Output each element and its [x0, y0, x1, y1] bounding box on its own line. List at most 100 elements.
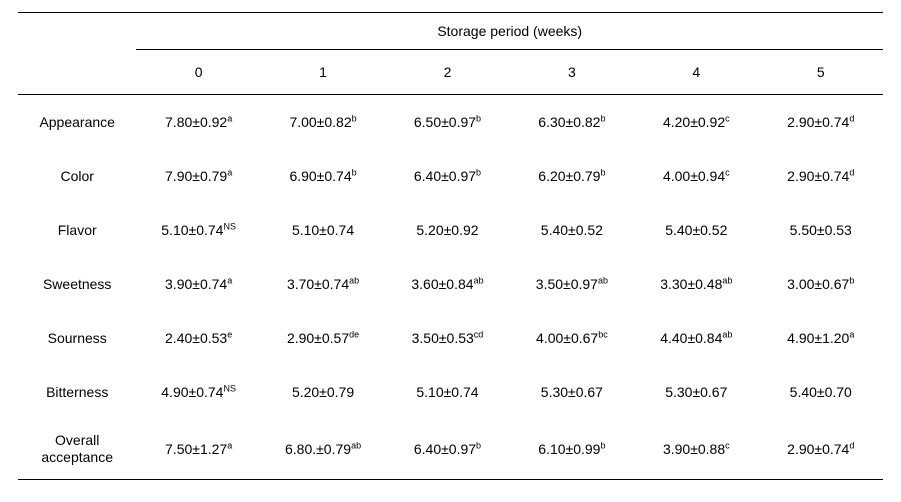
row-label: Sweetness — [18, 257, 136, 311]
table-row: Color7.90±0.79a6.90±0.74b6.40±0.97b6.20±… — [18, 149, 883, 203]
data-cell: 3.60±0.84ab — [385, 257, 509, 311]
data-cell: 4.40±0.84ab — [634, 311, 758, 365]
data-cell: 6.40±0.97b — [385, 419, 509, 480]
cell-value: 3.90±0.88 — [663, 441, 725, 457]
cell-superscript: bc — [598, 329, 608, 339]
cell-value: 4.00±0.67 — [536, 330, 598, 346]
data-cell: 5.20±0.79 — [261, 365, 385, 419]
corner-blank — [18, 13, 136, 50]
cell-value: 5.30±0.67 — [541, 384, 603, 400]
data-cell: 6.90±0.74b — [261, 149, 385, 203]
cell-superscript: e — [227, 329, 232, 339]
data-cell: 5.10±0.74 — [261, 203, 385, 257]
cell-superscript: a — [227, 113, 232, 123]
cell-value: 5.30±0.67 — [665, 384, 727, 400]
cell-value: 4.20±0.92 — [663, 114, 725, 130]
rowlabel-header-blank — [18, 50, 136, 95]
data-cell: 5.30±0.67 — [510, 365, 634, 419]
column-header-row: 0 1 2 3 4 5 — [18, 50, 883, 95]
row-label: Color — [18, 149, 136, 203]
cell-value: 5.20±0.79 — [292, 384, 354, 400]
data-cell: 3.70±0.74ab — [261, 257, 385, 311]
cell-superscript: c — [725, 113, 730, 123]
cell-superscript: de — [349, 329, 359, 339]
cell-superscript: d — [849, 440, 854, 450]
cell-superscript: ab — [351, 440, 361, 450]
data-cell: 5.40±0.52 — [634, 203, 758, 257]
table-row: Overall acceptance7.50±1.27a6.80.±0.79ab… — [18, 419, 883, 480]
data-cell: 3.50±0.53cd — [385, 311, 509, 365]
data-cell: 4.00±0.94c — [634, 149, 758, 203]
table-row: Bitterness4.90±0.74NS5.20±0.795.10±0.745… — [18, 365, 883, 419]
cell-superscript: b — [849, 275, 854, 285]
cell-value: 3.90±0.74 — [165, 276, 227, 292]
cell-value: 5.10±0.74 — [416, 384, 478, 400]
cell-value: 6.40±0.97 — [414, 168, 476, 184]
data-cell: 6.50±0.97b — [385, 95, 509, 150]
cell-superscript: ab — [722, 275, 732, 285]
col-header: 2 — [385, 50, 509, 95]
col-header: 3 — [510, 50, 634, 95]
table-row: Sweetness3.90±0.74a3.70±0.74ab3.60±0.84a… — [18, 257, 883, 311]
data-cell: 5.40±0.52 — [510, 203, 634, 257]
cell-value: 5.10±0.74 — [292, 222, 354, 238]
row-label: Flavor — [18, 203, 136, 257]
cell-value: 2.90±0.57 — [287, 330, 349, 346]
sensory-table: Storage period (weeks) 0 1 2 3 4 5 Appea… — [18, 12, 883, 480]
data-cell: 5.30±0.67 — [634, 365, 758, 419]
table-body: Appearance7.80±0.92a7.00±0.82b6.50±0.97b… — [18, 95, 883, 480]
data-cell: 3.00±0.67b — [759, 257, 883, 311]
cell-value: 5.20±0.92 — [416, 222, 478, 238]
data-cell: 6.10±0.99b — [510, 419, 634, 480]
cell-value: 7.50±1.27 — [165, 441, 227, 457]
data-cell: 2.90±0.57de — [261, 311, 385, 365]
data-cell: 6.20±0.79b — [510, 149, 634, 203]
cell-value: 2.90±0.74 — [787, 168, 849, 184]
cell-value: 5.40±0.70 — [790, 384, 852, 400]
cell-superscript: ab — [349, 275, 359, 285]
data-cell: 2.90±0.74d — [759, 149, 883, 203]
cell-value: 5.10±0.74 — [161, 222, 223, 238]
cell-value: 3.50±0.97 — [536, 276, 598, 292]
col-header: 5 — [759, 50, 883, 95]
cell-superscript: a — [227, 167, 232, 177]
cell-superscript: b — [600, 440, 605, 450]
cell-value: 5.40±0.52 — [665, 222, 727, 238]
data-cell: 6.30±0.82b — [510, 95, 634, 150]
table-row: Flavor5.10±0.74NS5.10±0.745.20±0.925.40±… — [18, 203, 883, 257]
data-cell: 2.90±0.74d — [759, 419, 883, 480]
table-row: Appearance7.80±0.92a7.00±0.82b6.50±0.97b… — [18, 95, 883, 150]
cell-superscript: NS — [223, 221, 236, 231]
cell-superscript: b — [476, 440, 481, 450]
row-label: Sourness — [18, 311, 136, 365]
col-header: 1 — [261, 50, 385, 95]
table-row: Sourness2.40±0.53e2.90±0.57de3.50±0.53cd… — [18, 311, 883, 365]
cell-value: 7.80±0.92 — [165, 114, 227, 130]
cell-superscript: a — [227, 275, 232, 285]
data-cell: 7.90±0.79a — [136, 149, 260, 203]
data-cell: 7.00±0.82b — [261, 95, 385, 150]
cell-value: 3.70±0.74 — [287, 276, 349, 292]
cell-value: 3.30±0.48 — [660, 276, 722, 292]
data-cell: 6.80.±0.79ab — [261, 419, 385, 480]
data-cell: 5.10±0.74NS — [136, 203, 260, 257]
cell-superscript: a — [227, 440, 232, 450]
data-cell: 4.20±0.92c — [634, 95, 758, 150]
col-header: 4 — [634, 50, 758, 95]
data-cell: 7.50±1.27a — [136, 419, 260, 480]
cell-value: 4.00±0.94 — [663, 168, 725, 184]
cell-superscript: ab — [722, 329, 732, 339]
cell-superscript: c — [725, 440, 730, 450]
cell-value: 6.10±0.99 — [538, 441, 600, 457]
spanner-row: Storage period (weeks) — [18, 13, 883, 50]
cell-superscript: b — [600, 113, 605, 123]
cell-value: 6.30±0.82 — [538, 114, 600, 130]
cell-value: 7.90±0.79 — [165, 168, 227, 184]
cell-value: 6.50±0.97 — [414, 114, 476, 130]
data-cell: 2.90±0.74d — [759, 95, 883, 150]
cell-value: 2.40±0.53 — [165, 330, 227, 346]
data-cell: 5.40±0.70 — [759, 365, 883, 419]
cell-value: 3.00±0.67 — [787, 276, 849, 292]
cell-value: 4.90±1.20 — [787, 330, 849, 346]
cell-value: 5.50±0.53 — [790, 222, 852, 238]
